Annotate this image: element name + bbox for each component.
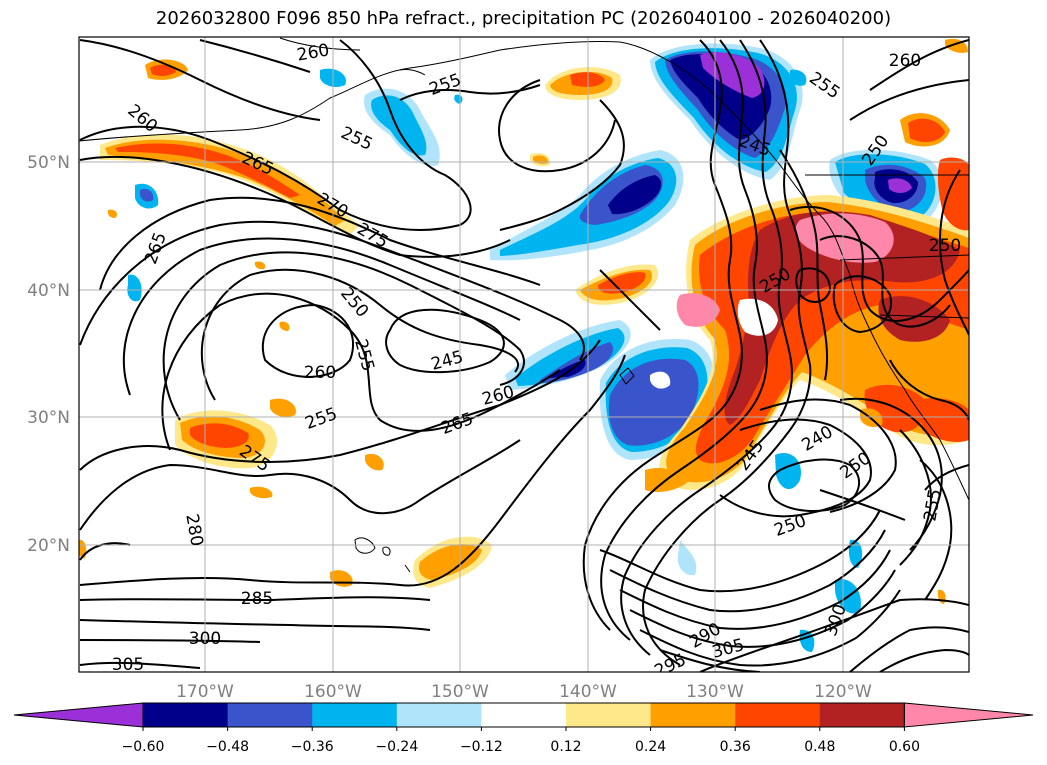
lon-tick-label: 160°W xyxy=(304,682,362,702)
colorbar-tick-label: −0.36 xyxy=(291,739,334,755)
colorbar-tick-label: −0.48 xyxy=(206,739,249,755)
lon-tick-label: 120°W xyxy=(814,682,872,702)
lon-tick-label: 150°W xyxy=(431,682,489,702)
lon-tick-label: 170°W xyxy=(176,682,234,702)
colorbar: −0.60 −0.48 −0.36 −0.24 −0.12 0.12 0.24 0.36 0.4… xyxy=(13,702,1034,755)
colorbar-arrow-right xyxy=(903,702,1034,728)
lat-tick-label: 50°N xyxy=(27,153,70,173)
colorbar-swatch xyxy=(481,703,567,727)
contour-label: 305 xyxy=(112,655,144,675)
lat-tick-label: 20°N xyxy=(27,536,70,556)
colorbar-tick-label: −0.12 xyxy=(460,739,503,755)
colorbar-arrow-left xyxy=(13,702,144,728)
contour-label: 285 xyxy=(241,589,273,609)
colorbar-tick-label: −0.60 xyxy=(122,739,165,755)
lon-tick-label: 140°W xyxy=(559,682,617,702)
colorbar-frame xyxy=(142,702,905,728)
contour-label: 260 xyxy=(304,363,336,383)
colorbar-tick-label: 0.60 xyxy=(889,739,920,755)
contour-label: 260 xyxy=(889,51,921,71)
chart-title: 2026032800 F096 850 hPa refract., precip… xyxy=(155,8,892,29)
lat-tick-label: 30°N xyxy=(27,408,70,428)
colorbar-swatch xyxy=(735,703,821,727)
colorbar-tick-label: 0.48 xyxy=(804,739,835,755)
refractivity-contours xyxy=(79,39,969,672)
colorbar-swatch xyxy=(143,703,229,727)
colorbar-swatch xyxy=(650,703,736,727)
longitude-labels: 170°W 160°W 150°W 140°W 130°W 120°W xyxy=(176,682,872,702)
graticule xyxy=(79,37,969,672)
contour-label: 300 xyxy=(189,629,221,649)
lon-tick-label: 130°W xyxy=(686,682,744,702)
colorbar-tick-label: 0.24 xyxy=(635,739,666,755)
colorbar-tick-label: 0.12 xyxy=(550,739,581,755)
colorbar-swatch xyxy=(819,703,905,727)
colorbar-swatch xyxy=(566,703,652,727)
precip-shading xyxy=(79,38,969,652)
colorbar-tick-label: 0.36 xyxy=(720,739,751,755)
colorbar-swatch xyxy=(227,703,313,727)
colorbar-swatch xyxy=(312,703,398,727)
map-frame xyxy=(78,36,970,673)
contour-label: 250 xyxy=(929,236,961,256)
colorbar-tick-label: −0.24 xyxy=(375,739,418,755)
colorbar-swatch xyxy=(396,703,482,727)
lat-tick-label: 40°N xyxy=(27,281,70,301)
latitude-labels: 50°N 40°N 30°N 20°N xyxy=(27,153,70,556)
